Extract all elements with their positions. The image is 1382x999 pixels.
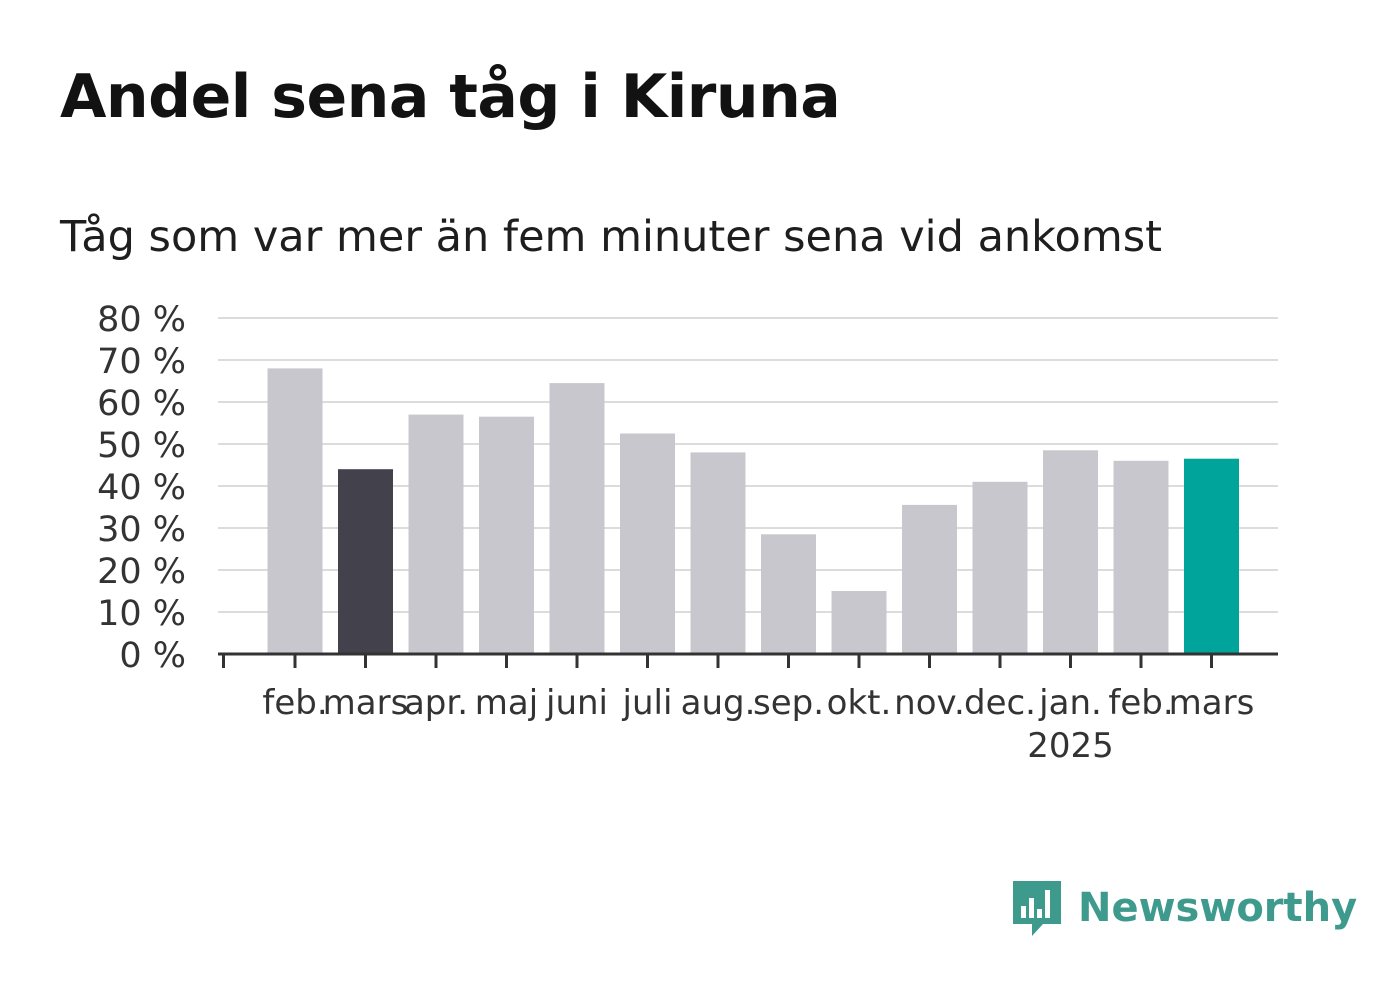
bar	[1184, 458, 1239, 654]
y-tick-label: 0 %	[119, 636, 186, 676]
bar	[972, 481, 1028, 654]
bar	[620, 433, 675, 654]
y-tick-label: 10 %	[97, 594, 186, 634]
y-tick-label: 30 %	[97, 510, 186, 550]
bar	[338, 469, 393, 654]
chart-subtitle: Tåg som var mer än fem minuter sena vid …	[60, 212, 1163, 262]
y-tick-label: 60 %	[97, 384, 186, 424]
y-tick-label: 80 %	[97, 300, 186, 340]
chart-title: Andel sena tåg i Kiruna	[60, 62, 841, 132]
y-tick-label: 20 %	[97, 552, 186, 592]
x-tick-label: mars	[323, 683, 409, 723]
bar	[479, 416, 534, 654]
y-tick-label: 50 %	[97, 426, 186, 466]
x-tick-label: jan.	[1038, 683, 1102, 723]
y-tick-label: 70 %	[97, 342, 186, 382]
x-tick-label: nov.	[894, 683, 965, 723]
x-tick-label: aug.	[681, 683, 756, 723]
newsworthy-logo[interactable]: Newsworthy	[1010, 878, 1357, 938]
x-tick-label: sep.	[753, 683, 824, 723]
bar	[902, 504, 957, 654]
x-tick-label: juli	[622, 683, 673, 723]
bar	[831, 591, 887, 654]
bar	[408, 414, 464, 654]
x-tick-label: maj	[475, 683, 538, 723]
newsworthy-logo-icon	[1013, 881, 1061, 936]
logo-text: Newsworthy	[1078, 885, 1358, 931]
bar	[267, 368, 323, 654]
bar	[690, 452, 746, 654]
x-tick-label: feb.	[262, 683, 327, 723]
bar	[549, 383, 605, 654]
bar	[761, 534, 816, 654]
x-tick-label: dec.	[964, 683, 1036, 723]
x-tick-label: okt.	[827, 683, 892, 723]
bar	[1113, 460, 1169, 654]
x-tick-label: feb.	[1108, 683, 1173, 723]
bar	[1043, 450, 1098, 654]
x-tick-label: juni	[545, 683, 608, 723]
x-tick-label: apr.	[404, 683, 468, 723]
x-tick-label: mars	[1169, 683, 1255, 723]
y-tick-label: 40 %	[97, 468, 186, 508]
x-year-label: 2025	[1027, 726, 1114, 766]
